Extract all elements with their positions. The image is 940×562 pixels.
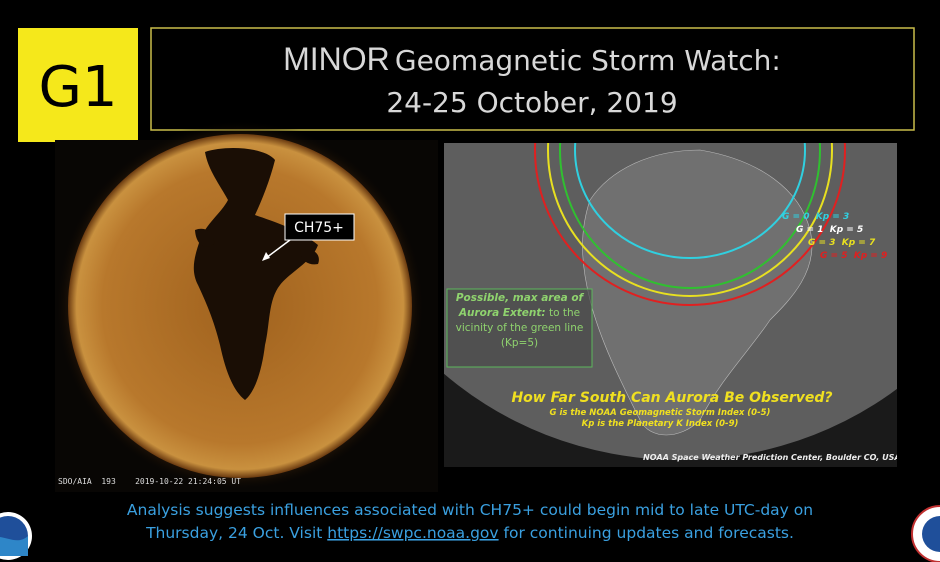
footer-line1: Analysis suggests influences associated … [127, 501, 813, 519]
map-sub1: G is the NOAA Geomagnetic Storm Index (0… [550, 408, 771, 418]
legend-g3: G = 3 Kp = 7 [808, 238, 876, 248]
legend-g0: G = 0 Kp = 3 [782, 212, 849, 222]
title-line2: 24-25 October, 2019 [386, 86, 677, 119]
slide: G1 MINOR Geomagnetic Storm Watch: 24-25 … [0, 0, 940, 562]
title-line1: MINOR Geomagnetic Storm Watch: [283, 41, 781, 77]
title-emphasis: MINOR [283, 41, 390, 77]
title-rest: Geomagnetic Storm Watch: [395, 44, 781, 77]
legend-g5: G = 5 Kp = 9 [820, 251, 887, 261]
map-credit: NOAA Space Weather Prediction Center, Bo… [643, 453, 901, 462]
legend-g1: G = 1 Kp = 5 [796, 225, 863, 235]
map-heading: How Far South Can Aurora Be Observed? [511, 390, 832, 406]
sun-image: CH75+ SDO/AIA 193 2019-10-22 21:24:05 UT [54, 120, 438, 492]
sun-caption: SDO/AIA 193 2019-10-22 21:24:05 UT [58, 477, 241, 486]
footer-text: for continuing updates and forecasts. [504, 524, 794, 542]
callout: Possible, max area of Aurora Extent: to … [449, 291, 590, 367]
footer-text: Thursday, 24 Oct. Visit [145, 524, 322, 542]
map-sub2: Kp is the Planetary K Index (0-9) [582, 419, 739, 429]
sun-label: CH75+ [294, 220, 344, 236]
footer-link[interactable]: https://swpc.noaa.gov [327, 524, 498, 542]
footer-line2: Thursday, 24 Oct. Visit https://swpc.noa… [145, 524, 794, 542]
badge-text: G1 [38, 55, 117, 120]
